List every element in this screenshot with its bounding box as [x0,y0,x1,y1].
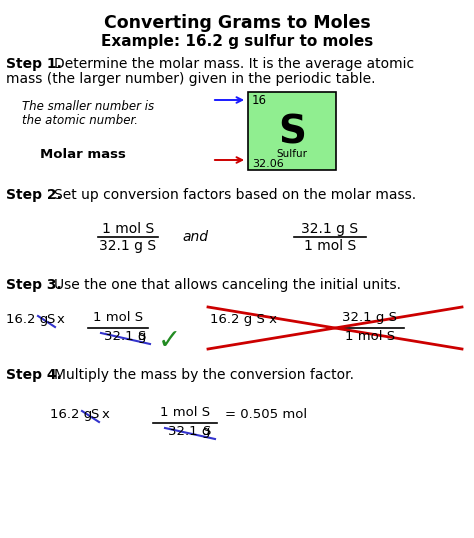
Text: Determine the molar mass. It is the average atomic: Determine the molar mass. It is the aver… [54,57,414,71]
Text: 1 mol S: 1 mol S [345,330,395,343]
Text: Step 3.: Step 3. [6,278,62,292]
Text: Example: 16.2 g sulfur to moles: Example: 16.2 g sulfur to moles [101,34,373,49]
Text: Step 1.: Step 1. [6,57,62,71]
Text: 32.1 g S: 32.1 g S [343,311,398,324]
Text: 16.2 g: 16.2 g [6,313,48,326]
Text: x: x [102,408,110,421]
Bar [248,92,336,170]
Text: The smaller number is: The smaller number is [22,100,154,113]
Text: 32.1 g: 32.1 g [168,425,210,438]
Text: S: S [46,313,55,326]
Text: Sulfur: Sulfur [276,149,308,159]
Text: 1 mol S: 1 mol S [93,311,143,324]
Text: 32.1 g S: 32.1 g S [301,222,358,236]
Text: S: S [137,330,146,343]
Text: 32.06: 32.06 [252,159,284,169]
Text: Use the one that allows canceling the initial units.: Use the one that allows canceling the in… [54,278,401,292]
Text: Step 4.: Step 4. [6,368,62,382]
Text: S: S [90,408,99,421]
Text: 1 mol S: 1 mol S [304,239,356,253]
Text: 16.2 g: 16.2 g [50,408,92,421]
Text: 32.1 g S: 32.1 g S [100,239,156,253]
Text: Set up conversion factors based on the molar mass.: Set up conversion factors based on the m… [54,188,416,202]
Text: and: and [182,230,208,244]
Text: Molar mass: Molar mass [40,148,126,161]
Text: 16.2 g S x: 16.2 g S x [210,313,277,326]
Text: 1 mol S: 1 mol S [160,406,210,419]
Text: 32.1 g: 32.1 g [104,330,146,343]
Text: mass (the larger number) given in the periodic table.: mass (the larger number) given in the pe… [6,72,375,86]
Text: 16: 16 [252,94,267,107]
Text: the atomic number.: the atomic number. [22,114,138,127]
Text: Multiply the mass by the conversion factor.: Multiply the mass by the conversion fact… [54,368,354,382]
Text: 1 mol S: 1 mol S [102,222,154,236]
Text: Step 2.: Step 2. [6,188,62,202]
Text: ✓: ✓ [158,327,181,355]
Text: S: S [278,114,306,152]
Text: S: S [202,425,210,438]
Text: = 0.505 mol: = 0.505 mol [225,408,307,421]
Text: Converting Grams to Moles: Converting Grams to Moles [104,14,370,32]
Text: x: x [57,313,65,326]
